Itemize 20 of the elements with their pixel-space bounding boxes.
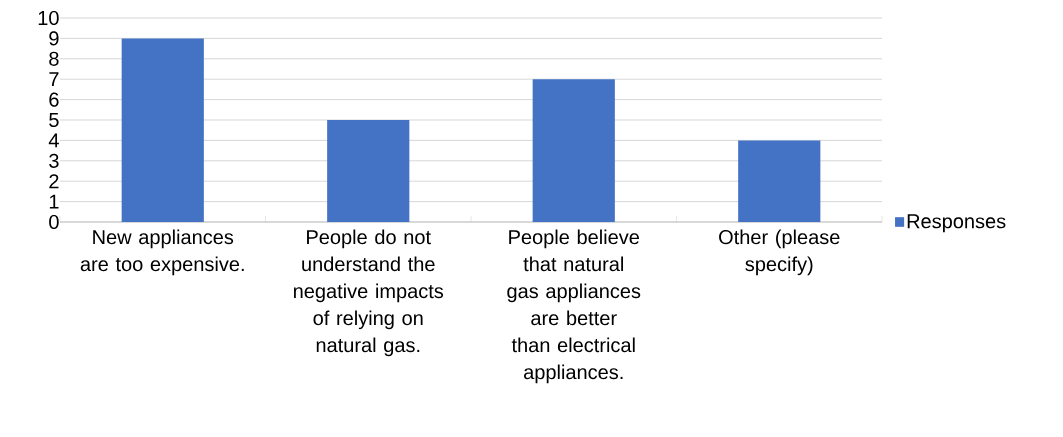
y-tick-label: 1 <box>49 194 59 209</box>
y-tick-label: 2 <box>49 174 59 189</box>
y-tick-label: 8 <box>49 51 59 66</box>
y-tick-label: 9 <box>49 31 59 46</box>
y-tick-label: 4 <box>48 133 59 148</box>
y-tick-label: 0 <box>49 214 59 230</box>
x-tick-label: Other (please specify) <box>719 229 840 276</box>
bar <box>121 38 204 222</box>
y-tick-label: 10 <box>38 10 59 26</box>
x-tick-label: People believe that natural gas appliances are better than electrical appliances. <box>507 229 641 384</box>
x-tick-label: People do not understand the negative impacts of relying on natural gas. <box>293 229 444 357</box>
bar <box>327 120 410 222</box>
y-tick-label: 5 <box>49 113 59 127</box>
x-tick-label: New appliances are too expensive. <box>80 229 244 276</box>
y-tick-label: 7 <box>49 72 59 87</box>
bar <box>532 79 615 222</box>
y-tick-label: 3 <box>49 153 59 168</box>
legend-label: Responses <box>907 214 1006 233</box>
y-tick-label: 6 <box>49 92 59 107</box>
bar <box>738 140 821 222</box>
